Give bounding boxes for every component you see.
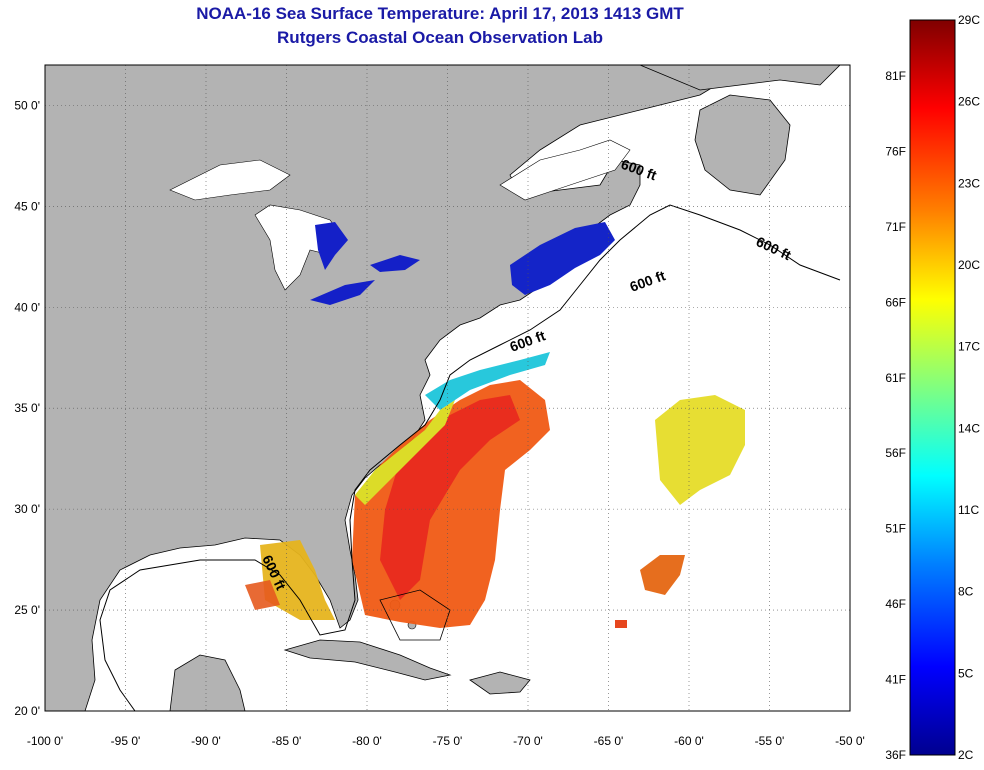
land-labrador bbox=[639, 65, 841, 91]
lake-sst-blue bbox=[315, 222, 348, 270]
longitude-tick-label: -75 0' bbox=[433, 734, 463, 748]
latitude-axis: 50 0' 45 0' 40 0' 35 0' 30 0' 25 0' 20 0' bbox=[14, 98, 40, 718]
colorbar bbox=[909, 19, 956, 756]
longitude-tick-label: -100 0' bbox=[27, 734, 63, 748]
colorbar-celsius-label: 2C bbox=[958, 748, 974, 762]
longitude-tick-label: -55 0' bbox=[755, 734, 785, 748]
latitude-tick-label: 50 0' bbox=[14, 98, 40, 112]
longitude-tick-label: -85 0' bbox=[272, 734, 302, 748]
colorbar-fahrenheit-label: 76F bbox=[885, 144, 906, 158]
lake-ontario-sst bbox=[370, 255, 420, 272]
colorbar-fahrenheit-label: 51F bbox=[885, 522, 906, 536]
longitude-tick-label: -80 0' bbox=[352, 734, 382, 748]
lake-erie-sst bbox=[310, 280, 375, 305]
lake-superior bbox=[169, 159, 291, 201]
latitude-tick-label: 30 0' bbox=[14, 502, 40, 516]
land-hispaniola bbox=[469, 671, 531, 695]
sst-offshore-eddy bbox=[655, 395, 745, 505]
colorbar-fahrenheit-labels: 81F 76F 71F 66F 61F 56F 51F 46F 41F 36F bbox=[885, 69, 906, 762]
contour-600ft bbox=[99, 204, 841, 711]
longitude-tick-label: -65 0' bbox=[594, 734, 624, 748]
longitude-tick-label: -50 0' bbox=[835, 734, 865, 748]
colorbar-celsius-labels: 29C 26C 23C 20C 17C 14C 11C 8C 5C 2C bbox=[958, 13, 980, 762]
colorbar-fahrenheit-label: 81F bbox=[885, 69, 906, 83]
sst-west-florida-red bbox=[245, 580, 280, 610]
sst-shelf-yellow bbox=[355, 400, 455, 505]
colorbar-fahrenheit-label: 41F bbox=[885, 673, 906, 687]
latitude-tick-label: 45 0' bbox=[14, 199, 40, 213]
land-newfoundland bbox=[694, 94, 791, 196]
colorbar-celsius-label: 5C bbox=[958, 666, 974, 680]
longitude-tick-label: -60 0' bbox=[674, 734, 704, 748]
map-subtitle: Rutgers Coastal Ocean Observation Lab bbox=[277, 28, 603, 47]
st-lawrence-water bbox=[499, 139, 631, 201]
longitude-axis: -100 0' -95 0' -90 0' -85 0' -80 0' -75 0' -70… bbox=[27, 734, 865, 748]
colorbar-celsius-label: 20C bbox=[958, 258, 980, 272]
sst-offshore-speck bbox=[615, 620, 627, 628]
colorbar-celsius-label: 23C bbox=[958, 176, 980, 190]
sst-shelf-cyan bbox=[425, 352, 550, 410]
longitude-tick-label: -90 0' bbox=[191, 734, 221, 748]
contour-600ft-bahamas bbox=[379, 589, 451, 641]
colorbar-celsius-label: 11C bbox=[958, 503, 979, 517]
sst-west-florida bbox=[260, 540, 335, 620]
colorbar-celsius-label: 17C bbox=[958, 340, 980, 354]
colorbar-celsius-label: 26C bbox=[958, 95, 980, 109]
latitude-tick-label: 25 0' bbox=[14, 603, 40, 617]
land-yucatan bbox=[169, 654, 246, 711]
colorbar-celsius-label: 8C bbox=[958, 585, 974, 599]
map-frame bbox=[44, 64, 851, 712]
colorbar-celsius-label: 29C bbox=[958, 13, 980, 27]
colorbar-fahrenheit-label: 66F bbox=[885, 295, 906, 309]
map-title: NOAA-16 Sea Surface Temperature: April 1… bbox=[196, 4, 684, 23]
latitude-tick-label: 35 0' bbox=[14, 401, 40, 415]
gulf-of-maine-sst bbox=[510, 222, 615, 295]
colorbar-fahrenheit-label: 36F bbox=[885, 748, 906, 762]
land-north-america bbox=[45, 65, 751, 711]
colorbar-fahrenheit-label: 61F bbox=[885, 371, 906, 385]
longitude-tick-label: -95 0' bbox=[111, 734, 141, 748]
colorbar-fahrenheit-label: 71F bbox=[885, 220, 906, 234]
colorbar-fahrenheit-label: 46F bbox=[885, 597, 906, 611]
sst-offshore-orange bbox=[640, 555, 685, 595]
colorbar-celsius-label: 14C bbox=[958, 421, 980, 435]
colorbar-fahrenheit-label: 56F bbox=[885, 446, 906, 460]
land-cuba bbox=[283, 639, 452, 681]
longitude-tick-label: -70 0' bbox=[513, 734, 543, 748]
latitude-tick-label: 40 0' bbox=[14, 300, 40, 314]
latitude-tick-label: 20 0' bbox=[14, 704, 40, 718]
